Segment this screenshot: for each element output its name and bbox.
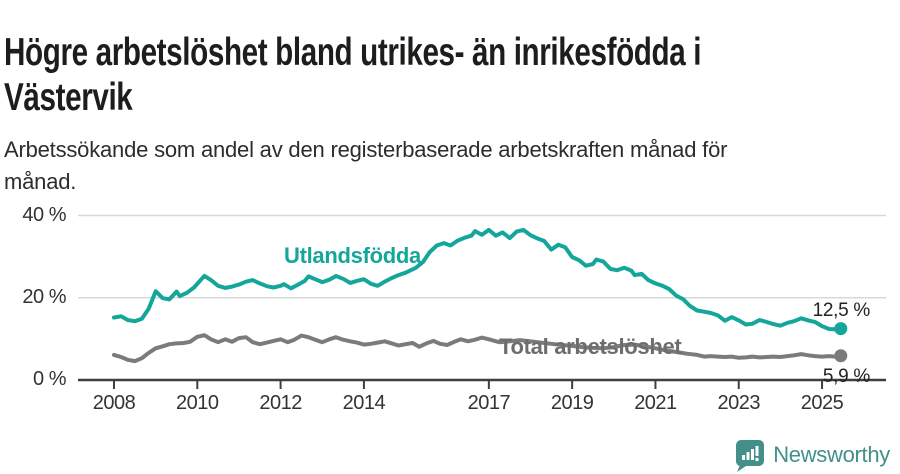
end-value-label-total: 5,9 % [822,365,870,387]
x-axis [78,378,886,389]
x-tick-label: 2010 [176,392,219,414]
y-tick-label: 0 % [33,368,66,390]
end-dot [834,322,848,336]
x-tick-label: 2008 [92,392,136,414]
x-tick-label: 2021 [634,392,677,414]
y-tick-label: 20 % [22,285,66,308]
end-dot [834,349,848,363]
x-tick-label: 2019 [550,392,594,414]
page-title: Högre arbetslöshet bland utrikes- än inr… [4,31,702,120]
series-label-total-arbetsloshet: Total arbetslöshet [499,334,682,359]
x-tick-label: 2023 [717,392,761,414]
x-tick-label: 2017 [467,392,511,414]
newsworthy-logo-icon [736,440,765,472]
end-value-label-utlandsfodda: 12,5 % [812,299,871,321]
chart-subtitle: Arbetssökande som andel av den registerb… [4,137,728,194]
end-point-dots [834,322,848,363]
brand-name: Newsworthy [773,442,890,467]
series-label-utlandsfodda: Utlandsfödda [284,243,421,268]
x-tick-label: 2014 [342,392,386,414]
y-tick-label: 40 % [22,203,66,226]
line-total-arbetsloshet [112,333,843,364]
line-utlandsfodda [112,227,843,332]
data-lines [112,227,843,364]
x-tick-label: 2012 [259,392,302,414]
gridlines [78,214,886,299]
x-tick-label: 2025 [800,392,844,414]
newsworthy-branding: Newsworthy [734,438,890,472]
